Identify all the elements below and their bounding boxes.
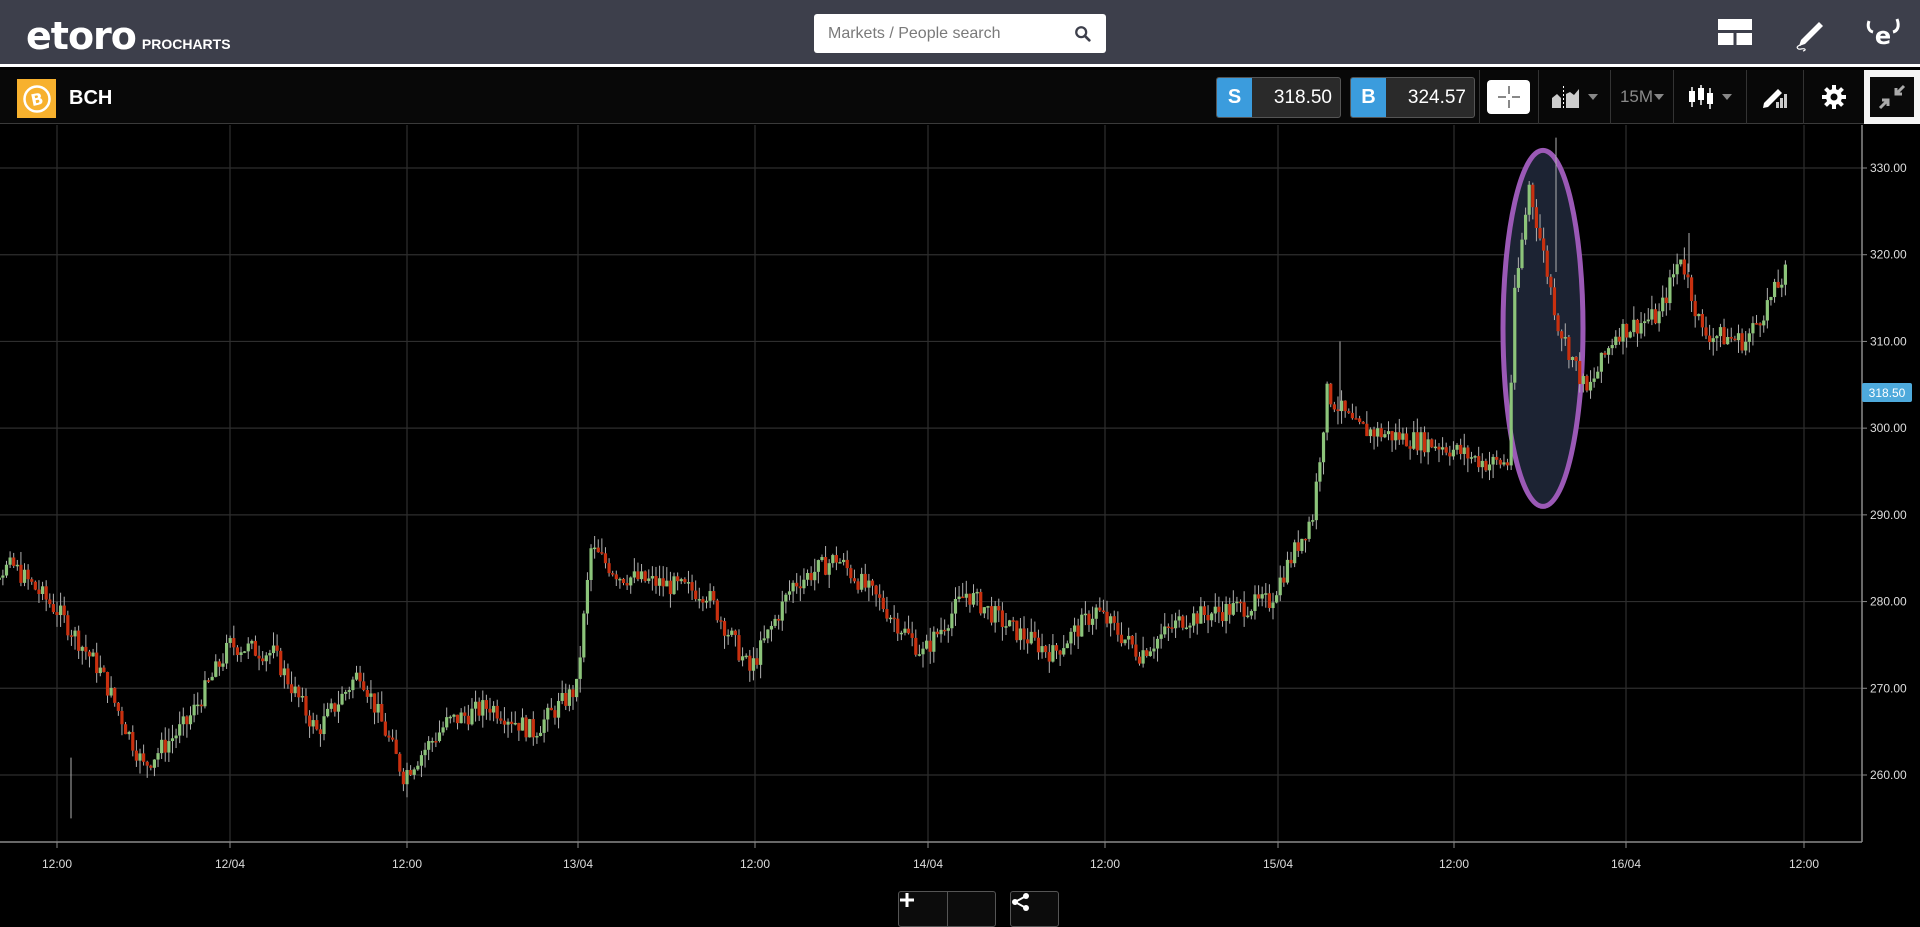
drawing-tools-button[interactable] [1746, 70, 1803, 124]
svg-text:12:00: 12:00 [392, 857, 422, 871]
candlestick-type-icon [1689, 85, 1713, 109]
settings-icon [1822, 85, 1846, 109]
svg-text:320.00: 320.00 [1870, 248, 1907, 262]
svg-text:270.00: 270.00 [1870, 681, 1907, 695]
svg-text:e: e [1875, 22, 1891, 49]
crosshair-icon [1497, 86, 1520, 108]
zoom-in-button[interactable] [900, 892, 996, 926]
timeframe-value: 15M [1619, 87, 1654, 106]
pencil-draw-icon [1796, 22, 1823, 52]
plus-icon [900, 893, 914, 907]
settings-button[interactable] [1803, 70, 1864, 124]
layout-button[interactable] [1698, 0, 1772, 64]
exit-fullscreen-button[interactable] [1864, 70, 1920, 124]
svg-text:16/04: 16/04 [1611, 857, 1641, 871]
search-icon[interactable] [1074, 25, 1092, 43]
sell-label: S [1217, 78, 1252, 117]
sell-button[interactable]: S 318.50 [1216, 77, 1341, 118]
layout-icon [1718, 19, 1752, 45]
crosshair-button[interactable] [1487, 80, 1530, 114]
svg-text:13/04: 13/04 [563, 857, 593, 871]
last-price-label: 318.50 [1862, 383, 1912, 402]
svg-text:12:00: 12:00 [1090, 857, 1120, 871]
bitcoin-cash-icon: B [17, 79, 56, 118]
drawing-tools-icon [1763, 89, 1787, 108]
svg-text:330.00: 330.00 [1870, 161, 1907, 175]
indicators-icon [1551, 86, 1579, 108]
buy-button[interactable]: B 324.57 [1350, 77, 1475, 118]
svg-text:310.00: 310.00 [1870, 334, 1907, 348]
svg-text:15/04: 15/04 [1263, 857, 1293, 871]
svg-text:B: B [29, 88, 45, 109]
search-input[interactable] [828, 24, 1074, 43]
etoro-logo[interactable]: etoro PROCHARTS [26, 10, 231, 56]
svg-text:12:00: 12:00 [1789, 857, 1819, 871]
svg-text:290.00: 290.00 [1870, 508, 1907, 522]
instrument-info: B BCH [17, 79, 112, 118]
svg-text:14/04: 14/04 [913, 857, 943, 871]
profile-button[interactable]: e [1846, 0, 1920, 64]
candlestick-chart[interactable]: 330.00 320.00 310.00 300.00 290.00 280.00 270.… [0, 125, 1920, 873]
share-icon [1012, 893, 1029, 911]
buy-price: 324.57 [1407, 86, 1466, 108]
sell-price: 318.50 [1273, 86, 1332, 108]
crosshair-tool-cell [1479, 70, 1538, 124]
chevron-down-icon [1722, 94, 1732, 100]
timeframe-dropdown[interactable]: 15M [1610, 70, 1673, 124]
search-box[interactable] [814, 14, 1106, 53]
zoom-controls [898, 891, 996, 927]
svg-text:12:00: 12:00 [740, 857, 770, 871]
exit-fullscreen-icon [1878, 84, 1906, 110]
chevron-down-icon [1587, 94, 1598, 100]
drawing-button[interactable] [1772, 0, 1846, 64]
top-header: etoro PROCHARTS e [0, 0, 1920, 67]
svg-text:300.00: 300.00 [1870, 421, 1907, 435]
chart-toolbar: B BCH S 318.50 B 324.57 15M [0, 70, 1920, 124]
svg-text:280.00: 280.00 [1870, 595, 1907, 609]
chart-type-button[interactable] [1673, 70, 1746, 124]
chevron-down-icon [1654, 94, 1665, 100]
share-button[interactable] [1010, 891, 1059, 927]
buy-label: B [1351, 78, 1386, 117]
indicators-button[interactable] [1538, 70, 1610, 124]
logo-wordmark: etoro [26, 14, 137, 58]
svg-text:260.00: 260.00 [1870, 768, 1907, 782]
svg-text:12:00: 12:00 [1439, 857, 1469, 871]
svg-text:12:00: 12:00 [42, 857, 72, 871]
svg-text:12/04: 12/04 [215, 857, 245, 871]
etoro-profile-icon: e [1866, 18, 1900, 49]
logo-procharts: PROCHARTS [141, 36, 231, 52]
price-chart[interactable]: 330.00 320.00 310.00 300.00 290.00 280.00 270.… [0, 125, 1920, 927]
instrument-name: BCH [69, 87, 113, 109]
